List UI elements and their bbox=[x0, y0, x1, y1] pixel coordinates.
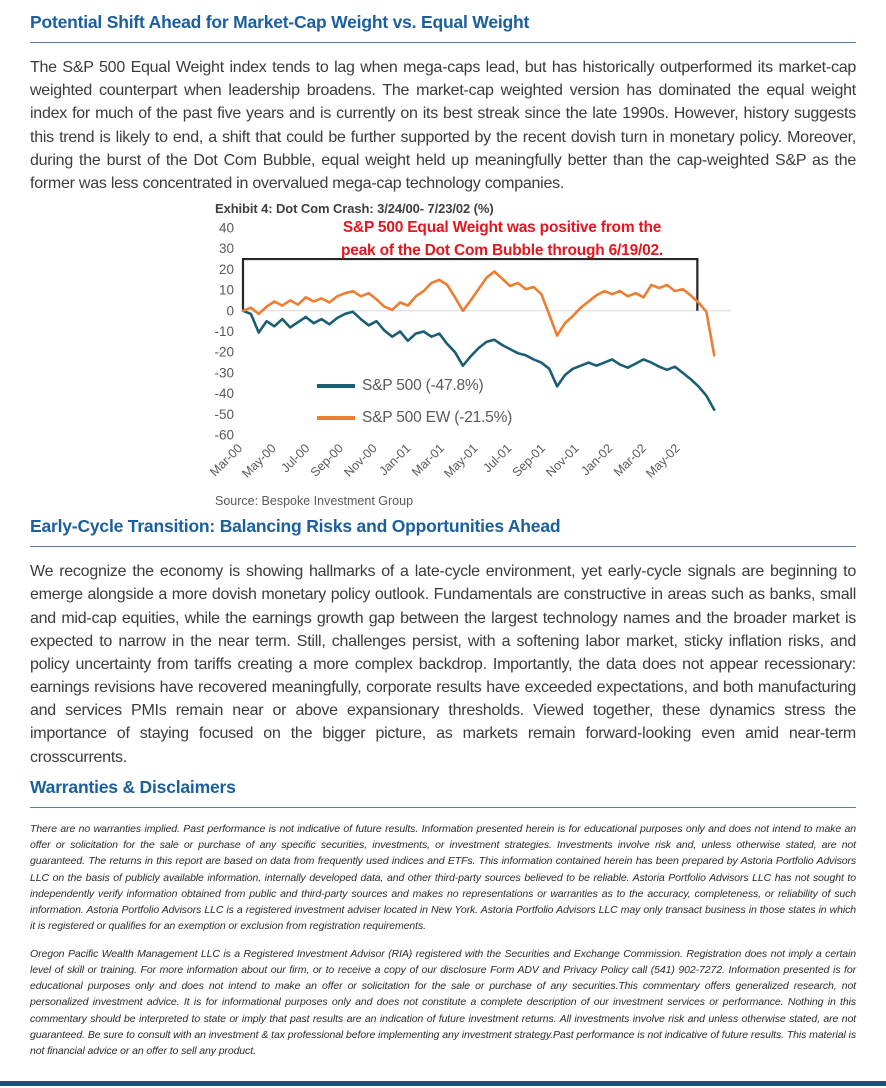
legend-label-sp500: S&P 500 (-47.8%) bbox=[362, 377, 484, 395]
legend-item-sp500: S&P 500 (-47.8%) bbox=[317, 370, 512, 402]
legend-label-sp500ew: S&P 500 EW (-21.5%) bbox=[362, 409, 513, 427]
svg-text:Nov-00: Nov-00 bbox=[341, 441, 379, 479]
chart-title: Exhibit 4: Dot Com Crash: 3/24/00- 7/23/… bbox=[215, 201, 494, 217]
disclaimer-paragraph-2: Oregon Pacific Wealth Management LLC is … bbox=[30, 947, 856, 1058]
svg-text:Sep-01: Sep-01 bbox=[510, 441, 548, 479]
svg-text:Mar-01: Mar-01 bbox=[409, 441, 447, 479]
svg-text:-40: -40 bbox=[214, 386, 234, 401]
svg-text:30: 30 bbox=[219, 241, 234, 256]
svg-text:May-02: May-02 bbox=[643, 441, 682, 480]
svg-text:-50: -50 bbox=[214, 407, 234, 422]
heading-divider bbox=[30, 806, 856, 808]
sp500ew-line-swatch bbox=[317, 416, 355, 421]
svg-text:-30: -30 bbox=[214, 366, 234, 381]
report-page: Potential Shift Ahead for Market-Cap Wei… bbox=[30, 12, 856, 1058]
svg-text:May-01: May-01 bbox=[441, 441, 480, 480]
svg-text:-10: -10 bbox=[214, 324, 234, 339]
section1-paragraph: The S&P 500 Equal Weight index tends to … bbox=[30, 59, 856, 192]
chart-legend: S&P 500 (-47.8%) S&P 500 EW (-21.5%) bbox=[317, 370, 512, 434]
chart-source: Source: Bespoke Investment Group bbox=[215, 494, 414, 509]
section-title-warranties-disclaimers: Warranties & Disclaimers bbox=[30, 776, 236, 797]
dotcom-crash-chart: 40 30 20 10 0 -10 -20 -30 -40 -50 -60 Mar-00 May-00 J… bbox=[185, 218, 745, 490]
section-title-market-cap-vs-equal-weight: Potential Shift Ahead for Market-Cap Wei… bbox=[30, 12, 530, 32]
heading-divider bbox=[30, 546, 856, 548]
svg-text:Nov-01: Nov-01 bbox=[543, 441, 581, 479]
svg-text:May-00: May-00 bbox=[239, 441, 278, 480]
page-footer-accent-bar bbox=[0, 1081, 886, 1086]
chart-annotation-line2: peak of the Dot Com Bubble through 6/19/… bbox=[340, 242, 664, 260]
exhibit-4-chart-block: Exhibit 4: Dot Com Crash: 3/24/00- 7/23/… bbox=[185, 201, 775, 508]
svg-text:Mar-00: Mar-00 bbox=[207, 441, 245, 479]
svg-text:Sep-00: Sep-00 bbox=[308, 441, 346, 479]
svg-text:Jan-01: Jan-01 bbox=[376, 441, 413, 478]
svg-text:Mar-02: Mar-02 bbox=[611, 441, 649, 479]
svg-text:40: 40 bbox=[219, 221, 234, 236]
chart-annotation-line1: S&P 500 Equal Weight was positive from t… bbox=[342, 219, 662, 237]
svg-text:Jan-02: Jan-02 bbox=[578, 441, 615, 478]
svg-text:20: 20 bbox=[219, 262, 234, 277]
legend-item-sp500ew: S&P 500 EW (-21.5%) bbox=[317, 402, 512, 434]
svg-text:10: 10 bbox=[219, 283, 234, 298]
svg-text:-60: -60 bbox=[214, 428, 234, 443]
svg-text:-20: -20 bbox=[214, 345, 234, 360]
heading-divider bbox=[30, 42, 856, 43]
svg-text:0: 0 bbox=[226, 303, 234, 318]
sp500-line-swatch bbox=[317, 384, 355, 389]
chart-annotation: S&P 500 Equal Weight was positive from t… bbox=[297, 216, 707, 263]
section2-paragraph: We recognize the economy is showing hall… bbox=[30, 563, 856, 766]
section-title-early-cycle-transition: Early-Cycle Transition: Balancing Risks … bbox=[30, 516, 561, 537]
disclaimer-paragraph-1: There are no warranties implied. Past pe… bbox=[30, 822, 856, 933]
